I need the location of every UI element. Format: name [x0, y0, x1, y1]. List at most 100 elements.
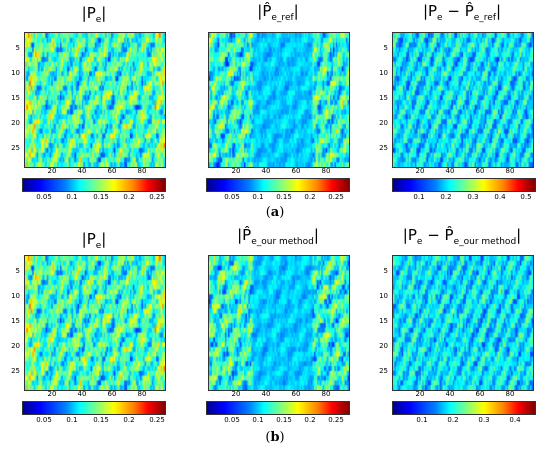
xtick: 60 — [475, 167, 485, 175]
colorbar-b2 — [206, 401, 350, 415]
cbar-tick: 0.1 — [252, 193, 264, 201]
title-main: |P — [81, 230, 96, 248]
panel-b2-title: |P̂e_our method| — [237, 226, 319, 247]
cbar-tick: 0.1 — [252, 416, 264, 424]
panel-a3-title: |Pe − P̂e_ref| — [423, 2, 501, 23]
xtick: 20 — [47, 167, 57, 175]
title-sub2: e_our method — [453, 237, 517, 247]
ytick: 15 — [379, 317, 388, 325]
panel-a1-title: |Pe| — [82, 4, 107, 25]
title-close: | — [496, 2, 502, 20]
heatmap-canvas — [209, 33, 349, 167]
cbar-tick: 0.25 — [149, 416, 165, 424]
title-end: | — [101, 230, 107, 248]
heatmap-canvas — [393, 33, 533, 167]
xtick: 60 — [107, 167, 117, 175]
colorbar-a1 — [22, 178, 166, 192]
ytick: 15 — [379, 94, 388, 102]
cbar-tick: 0.1 — [66, 416, 78, 424]
heatmap-b3 — [392, 255, 534, 391]
xtick: 20 — [231, 167, 241, 175]
heatmap-a2 — [208, 32, 350, 168]
cbar-tick: 0.2 — [304, 193, 316, 201]
xtick: 40 — [77, 390, 87, 398]
cbar-tick: 0.2 — [123, 416, 135, 424]
cbar-tick: 0.25 — [328, 416, 344, 424]
heatmap-a1 — [24, 32, 166, 168]
heatmap-a3 — [392, 32, 534, 168]
cbar-tick: 0.1 — [416, 416, 428, 424]
title-main: |P — [422, 2, 438, 20]
cbar-tick: 0.05 — [224, 416, 240, 424]
cbar-tick: 0.05 — [224, 193, 240, 201]
title-main: |P — [402, 226, 417, 244]
xtick: 40 — [261, 390, 271, 398]
xtick: 60 — [107, 390, 117, 398]
panel-b3-title: |Pe − P̂e_our method| — [403, 226, 521, 247]
heatmap-canvas — [393, 256, 533, 390]
colorbar-b1 — [22, 401, 166, 415]
cbar-tick: 0.2 — [123, 193, 135, 201]
title-end: | — [293, 2, 299, 20]
ytick: 10 — [11, 69, 20, 77]
xtick: 20 — [415, 390, 425, 398]
xtick: 60 — [291, 390, 301, 398]
xtick: 20 — [231, 390, 241, 398]
heatmap-b2 — [208, 255, 350, 391]
ytick: 5 — [383, 267, 388, 275]
ytick: 10 — [379, 292, 388, 300]
cbar-tick: 0.05 — [36, 193, 52, 201]
cbar-tick: 0.15 — [276, 416, 292, 424]
xtick: 80 — [321, 390, 331, 398]
cbar-tick: 0.4 — [509, 416, 521, 424]
caption-b: (b) — [265, 430, 285, 445]
cbar-tick: 0.15 — [276, 193, 292, 201]
xtick: 80 — [321, 167, 331, 175]
title-end: | — [313, 226, 319, 244]
cbar-tick: 0.5 — [520, 193, 532, 201]
title-sub: e_our method — [251, 237, 314, 247]
heatmap-canvas — [25, 33, 165, 167]
cbar-tick: 0.1 — [66, 193, 78, 201]
title-main: |P̂ — [257, 2, 272, 20]
ytick: 25 — [11, 367, 20, 375]
title-sub: e — [416, 237, 423, 247]
title-close: | — [516, 226, 522, 244]
panel-b1-title: |Pe| — [82, 230, 107, 251]
ytick: 5 — [15, 44, 20, 52]
title-end: − P̂ — [442, 2, 474, 20]
xtick: 40 — [445, 167, 455, 175]
cbar-tick: 0.15 — [93, 416, 109, 424]
cbar-tick: 0.25 — [149, 193, 165, 201]
heatmap-canvas — [209, 256, 349, 390]
cbar-tick: 0.2 — [447, 416, 459, 424]
heatmap-canvas — [25, 256, 165, 390]
cbar-tick: 0.3 — [467, 193, 479, 201]
ytick: 20 — [11, 119, 20, 127]
xtick: 80 — [505, 167, 515, 175]
heatmap-b1 — [24, 255, 166, 391]
xtick: 40 — [261, 167, 271, 175]
cbar-tick: 0.25 — [328, 193, 344, 201]
title-end: − P̂ — [422, 226, 454, 244]
panel-a2-title: |P̂e_ref| — [257, 2, 298, 23]
ytick: 20 — [379, 342, 388, 350]
ytick: 5 — [383, 44, 388, 52]
ytick: 10 — [379, 69, 388, 77]
ytick: 15 — [11, 317, 20, 325]
title-main: |P̂ — [237, 226, 252, 244]
title-main: |P — [81, 4, 96, 22]
ytick: 25 — [11, 144, 20, 152]
xtick: 20 — [47, 390, 57, 398]
cbar-tick: 0.2 — [440, 193, 452, 201]
ytick: 25 — [379, 367, 388, 375]
ytick: 25 — [379, 144, 388, 152]
xtick: 40 — [77, 167, 87, 175]
ytick: 10 — [11, 292, 20, 300]
ytick: 5 — [15, 267, 20, 275]
xtick: 60 — [475, 390, 485, 398]
xtick: 40 — [445, 390, 455, 398]
caption-a: (a) — [265, 205, 285, 220]
colorbar-a3 — [392, 178, 536, 192]
colorbar-b3 — [392, 401, 536, 415]
